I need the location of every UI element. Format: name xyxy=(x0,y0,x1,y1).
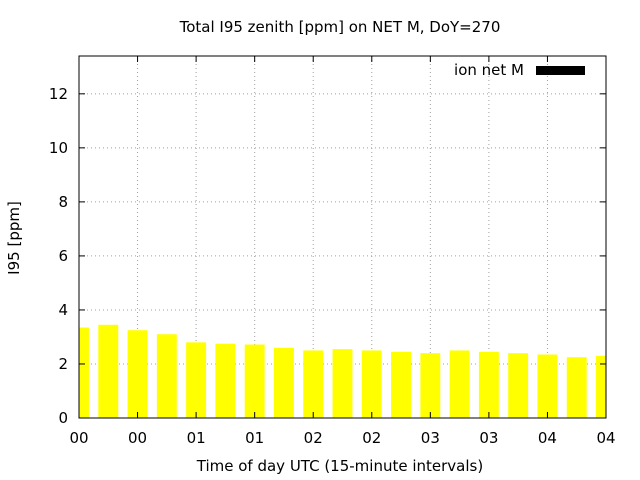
x-tick-label: 03 xyxy=(421,429,440,447)
bar xyxy=(186,342,207,418)
x-tick-label: 02 xyxy=(362,429,381,447)
bar xyxy=(361,350,382,418)
x-tick-label: 01 xyxy=(245,429,264,447)
bar xyxy=(537,354,558,418)
bar xyxy=(596,355,606,418)
bar xyxy=(449,350,470,418)
y-tick-label: 8 xyxy=(58,193,68,211)
x-tick-label: 00 xyxy=(69,429,88,447)
y-axis-label: I95 [ppm] xyxy=(5,201,23,275)
bar xyxy=(98,324,119,418)
grid xyxy=(79,56,606,418)
x-tick-label: 04 xyxy=(538,429,557,447)
x-tick-label: 01 xyxy=(187,429,206,447)
bar xyxy=(273,347,294,418)
y-tick-label: 12 xyxy=(49,85,68,103)
bar xyxy=(303,350,324,418)
y-tick-label: 4 xyxy=(58,301,68,319)
y-tick-label: 2 xyxy=(58,355,68,373)
x-tick-label: 02 xyxy=(304,429,323,447)
bar xyxy=(420,353,441,418)
legend-swatch xyxy=(536,66,585,75)
y-tick-label: 6 xyxy=(58,247,68,265)
bar xyxy=(566,357,587,418)
bar xyxy=(478,351,499,418)
bars xyxy=(79,324,606,418)
bar xyxy=(508,353,529,418)
y-tick-label: 10 xyxy=(49,139,68,157)
plot-frame xyxy=(78,55,607,419)
bar xyxy=(332,349,353,418)
legend-label: ion net M xyxy=(454,61,524,79)
bar xyxy=(79,327,89,418)
x-tick-label: 03 xyxy=(479,429,498,447)
chart-title: Total I95 zenith [ppm] on NET M, DoY=270 xyxy=(179,18,501,36)
x-tick-label: 00 xyxy=(128,429,147,447)
x-tick-label: 04 xyxy=(596,429,615,447)
bar xyxy=(215,343,236,418)
legend: ion net M xyxy=(454,61,585,79)
y-tick-label: 0 xyxy=(58,409,68,427)
bar xyxy=(244,344,265,418)
bar xyxy=(391,351,412,418)
x-axis-label: Time of day UTC (15-minute intervals) xyxy=(196,457,483,475)
bar xyxy=(127,330,148,418)
bar xyxy=(156,334,177,418)
